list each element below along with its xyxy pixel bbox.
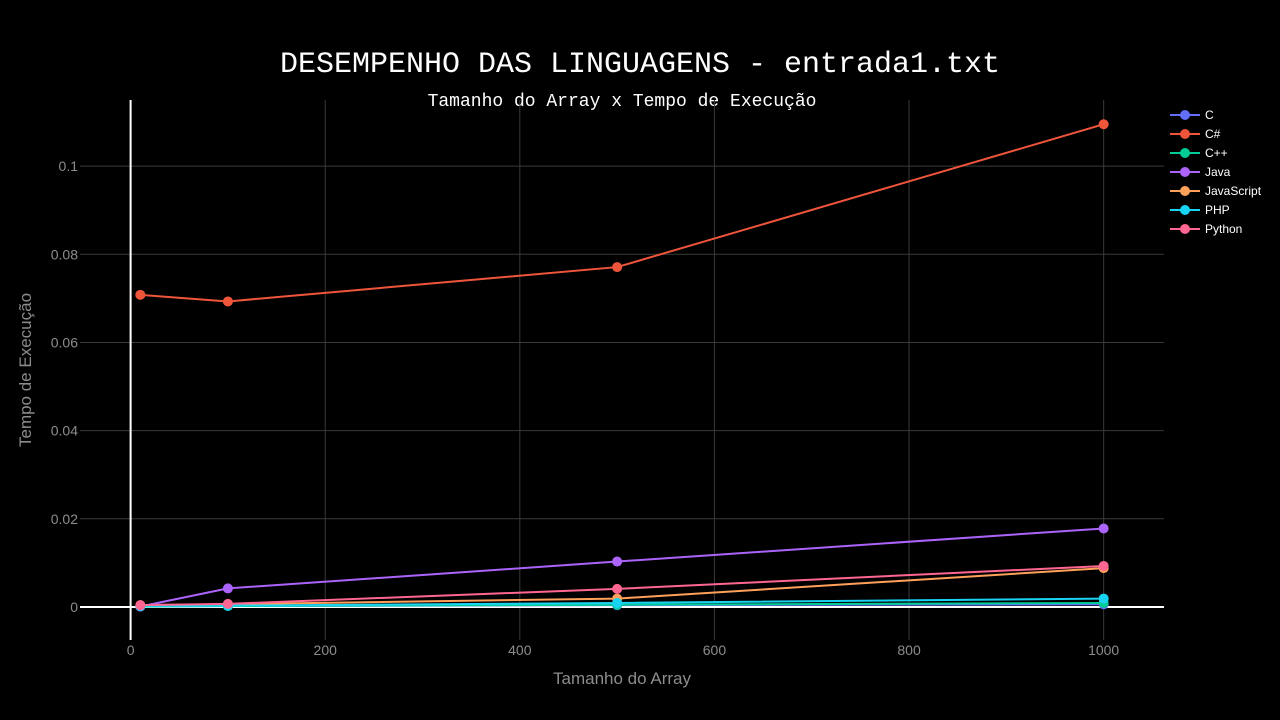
x-tick-label: 600 — [703, 642, 727, 658]
data-point[interactable] — [1098, 593, 1109, 604]
legend-item[interactable]: PHP — [1170, 203, 1230, 217]
legend-item[interactable]: Java — [1170, 165, 1231, 179]
x-axis-title: Tamanho do Array — [553, 669, 691, 688]
zero-lines — [80, 100, 1164, 640]
data-point[interactable] — [612, 583, 623, 594]
legend-label: PHP — [1205, 203, 1230, 217]
legend-item[interactable]: Python — [1170, 222, 1242, 236]
series-line — [140, 527, 1104, 608]
series-line — [140, 123, 1104, 303]
data-point[interactable] — [612, 597, 623, 608]
grid-lines — [80, 100, 1164, 640]
y-tick-label: 0.04 — [51, 423, 78, 439]
legend-label: C# — [1205, 127, 1221, 141]
legend-item[interactable]: C# — [1170, 127, 1221, 141]
legend-marker — [1180, 110, 1190, 120]
legend-label: C — [1205, 108, 1214, 122]
tick-labels: 0 200 400 600 800 1000 0 0.02 0.04 0.06 0.08 0.1 — [51, 158, 1120, 658]
y-tick-label: 0.02 — [51, 511, 78, 527]
data-point[interactable] — [612, 556, 623, 567]
data-point[interactable] — [135, 600, 146, 611]
y-tick-label: 0 — [70, 599, 78, 615]
chart-subtitle: Tamanho do Array x Tempo de Execução — [428, 92, 817, 112]
legend-label: Java — [1205, 165, 1231, 179]
legend-marker — [1180, 148, 1190, 158]
legend-marker — [1180, 129, 1190, 139]
legend-marker — [1180, 167, 1190, 177]
x-tick-label: 0 — [127, 642, 135, 658]
legend[interactable]: C C# C++ Java JavaScript PHP Python — [1170, 108, 1262, 236]
data-point[interactable] — [135, 289, 146, 300]
data-point[interactable] — [222, 296, 233, 307]
data-point[interactable] — [222, 598, 233, 609]
legend-marker — [1180, 186, 1190, 196]
legend-item[interactable]: JavaScript — [1170, 184, 1262, 198]
data-point[interactable] — [1098, 523, 1109, 534]
x-tick-label: 800 — [897, 642, 921, 658]
legend-marker — [1180, 205, 1190, 215]
series-line — [140, 564, 1104, 607]
legend-item[interactable]: C — [1170, 108, 1214, 122]
x-tick-label: 1000 — [1088, 642, 1119, 658]
y-axis-title: Tempo de Execução — [16, 293, 35, 447]
series-c- — [135, 119, 1109, 307]
y-tick-label: 0.1 — [59, 158, 79, 174]
chart-title: DESEMPENHO DAS LINGUAGENS - entrada1.txt — [280, 48, 1000, 82]
legend-label: Python — [1205, 222, 1242, 236]
y-tick-label: 0.08 — [51, 246, 78, 262]
x-tick-label: 200 — [314, 642, 338, 658]
data-point[interactable] — [612, 262, 623, 273]
series-python — [135, 560, 1109, 611]
data-point[interactable] — [1098, 119, 1109, 130]
y-tick-label: 0.06 — [51, 334, 78, 350]
data-point[interactable] — [1098, 560, 1109, 571]
legend-label: JavaScript — [1205, 184, 1262, 198]
series-lines — [135, 119, 1109, 612]
data-point[interactable] — [222, 583, 233, 594]
legend-item[interactable]: C++ — [1170, 146, 1228, 160]
x-tick-label: 400 — [508, 642, 532, 658]
legend-marker — [1180, 224, 1190, 234]
legend-label: C++ — [1205, 146, 1228, 160]
series-line — [140, 597, 1104, 608]
